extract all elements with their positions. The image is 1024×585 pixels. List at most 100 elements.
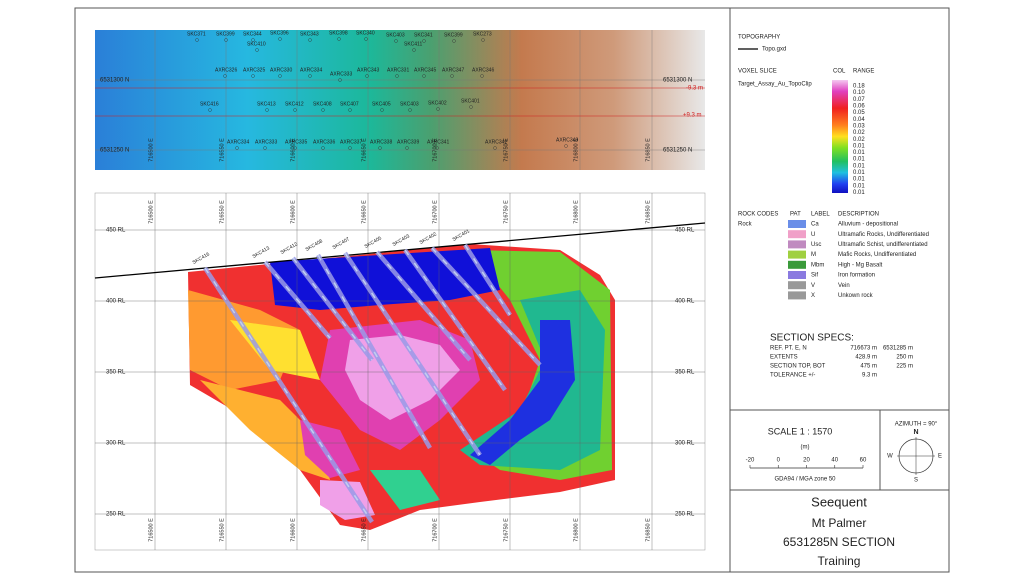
rock-swatch (788, 291, 806, 300)
drillhole-trace-core (317, 254, 431, 449)
drillhole-label: AXRC331 (387, 67, 409, 73)
easting-label: 716600 E (290, 200, 296, 224)
drillhole-label: SKC416 (200, 101, 219, 107)
drillhole-trace (375, 250, 472, 362)
legend-item: Topo.gxd (762, 47, 786, 53)
title-line: Training (818, 554, 861, 568)
rock-label: X (811, 293, 815, 299)
drillhole-collar (235, 146, 239, 150)
spec-cell: 475 m (860, 364, 877, 370)
rl-label: 450 RL (106, 228, 126, 234)
scale-tick-label: 40 (831, 458, 838, 464)
drillhole-trace-core (264, 261, 331, 339)
drillhole-label: SKC401 (461, 98, 480, 104)
drillhole-label: AXRC347 (442, 67, 464, 73)
color-bar (832, 80, 848, 193)
drillhole-collar (452, 39, 456, 43)
drillhole-label: SKC407 (340, 101, 359, 107)
compass-label: S (914, 478, 918, 484)
scale-datum: GDA94 / MGA zone 50 (774, 477, 836, 483)
range-value: 0.01 (853, 170, 865, 176)
drillhole-collar (408, 108, 412, 112)
drillhole-collar (394, 39, 398, 43)
range-value: 0.01 (853, 157, 865, 163)
drillhole-label: SKC399 (444, 32, 463, 38)
drillhole-label: AXRC337 (340, 139, 362, 145)
legend-heading: RANGE (853, 69, 874, 75)
drillhole-trace-core (464, 244, 511, 316)
range-value: 0.07 (853, 97, 865, 103)
drillhole-collar (223, 74, 227, 78)
drillhole-collar (422, 39, 426, 43)
legend-heading: TOPOGRAPHY (738, 35, 780, 41)
easting-label: 716500 E (148, 200, 154, 224)
drillhole-collar (265, 108, 269, 112)
easting-label: 716650 E (361, 518, 367, 542)
drillhole-label: AXRC333 (255, 139, 277, 145)
drillhole-trace (403, 248, 507, 392)
drillhole-collar (481, 38, 485, 42)
legend-heading: COL (833, 69, 846, 75)
drillhole-collar (364, 37, 368, 41)
range-value: 0.02 (853, 137, 865, 143)
drillhole-label: AXRC325 (243, 67, 265, 73)
rock-label: Sif (811, 273, 818, 279)
easting-label: 716850 E (645, 518, 651, 542)
drillhole-label: AXRC345 (414, 67, 436, 73)
rock-header: LABEL (811, 212, 830, 218)
drillhole-collar (422, 74, 426, 78)
azimuth-north: N (913, 429, 918, 436)
rl-label: 300 RL (106, 441, 126, 447)
easting-label: 716700 E (432, 518, 438, 542)
drillhole-collar (380, 108, 384, 112)
drillhole-collar (308, 74, 312, 78)
rl-label: 350 RL (106, 370, 126, 376)
drillhole-label: SKC410 (247, 41, 266, 47)
drillhole-collar (278, 37, 282, 41)
drillhole-trace-core (292, 257, 373, 361)
scale-title: SCALE 1 : 1570 (768, 426, 833, 436)
drillhole-label: SKC413 (257, 101, 276, 107)
drillhole-label: SKC399 (216, 31, 235, 37)
easting-label: 716600 E (290, 518, 296, 542)
range-value: 0.02 (853, 130, 865, 136)
spec-cell: 716673 m (850, 346, 877, 352)
northing-label: 6531250 N (663, 148, 692, 154)
drillhole-collar (365, 74, 369, 78)
range-value: 0.10 (853, 90, 865, 96)
drillhole-collar (348, 146, 352, 150)
drillhole-label: SKC403 (386, 32, 405, 38)
drillhole-label: SKC340 (356, 30, 375, 36)
rl-label: 300 RL (675, 441, 695, 447)
rock-swatch (788, 271, 806, 279)
easting-label: 716650 E (361, 200, 367, 224)
compass-label: E (938, 454, 942, 460)
rock-description: Unkown rock (838, 293, 874, 299)
range-value: 0.01 (853, 143, 865, 149)
range-value: 0.01 (853, 177, 865, 183)
drillhole-collar (293, 108, 297, 112)
drillhole-collar (338, 78, 342, 82)
drillhole-label: AXRC349 (556, 137, 578, 143)
spec-cell: 428.9 m (855, 355, 877, 361)
rock-swatch (788, 230, 806, 239)
drillhole-label: SKC396 (270, 30, 289, 36)
drillhole-label: AXRC342 (485, 139, 507, 145)
drillhole-trace (343, 251, 482, 457)
drillhole-collar (251, 74, 255, 78)
drillhole-collar (412, 48, 416, 52)
range-value: 0.01 (853, 190, 865, 196)
drillhole-collar (251, 38, 255, 42)
rl-label: 450 RL (675, 228, 695, 234)
northing-label: 6531300 N (663, 78, 692, 84)
drillhole-label: SKC403 (400, 101, 419, 107)
rock-label: V (811, 283, 815, 289)
drillhole-label: AXRC339 (397, 139, 419, 145)
drillhole-collar (224, 38, 228, 42)
drillhole-label: AXRC336 (313, 139, 335, 145)
drillhole-label: SKC402 (428, 100, 447, 106)
easting-label: 716500 E (148, 518, 154, 542)
drillhole-trace-core (431, 247, 541, 366)
